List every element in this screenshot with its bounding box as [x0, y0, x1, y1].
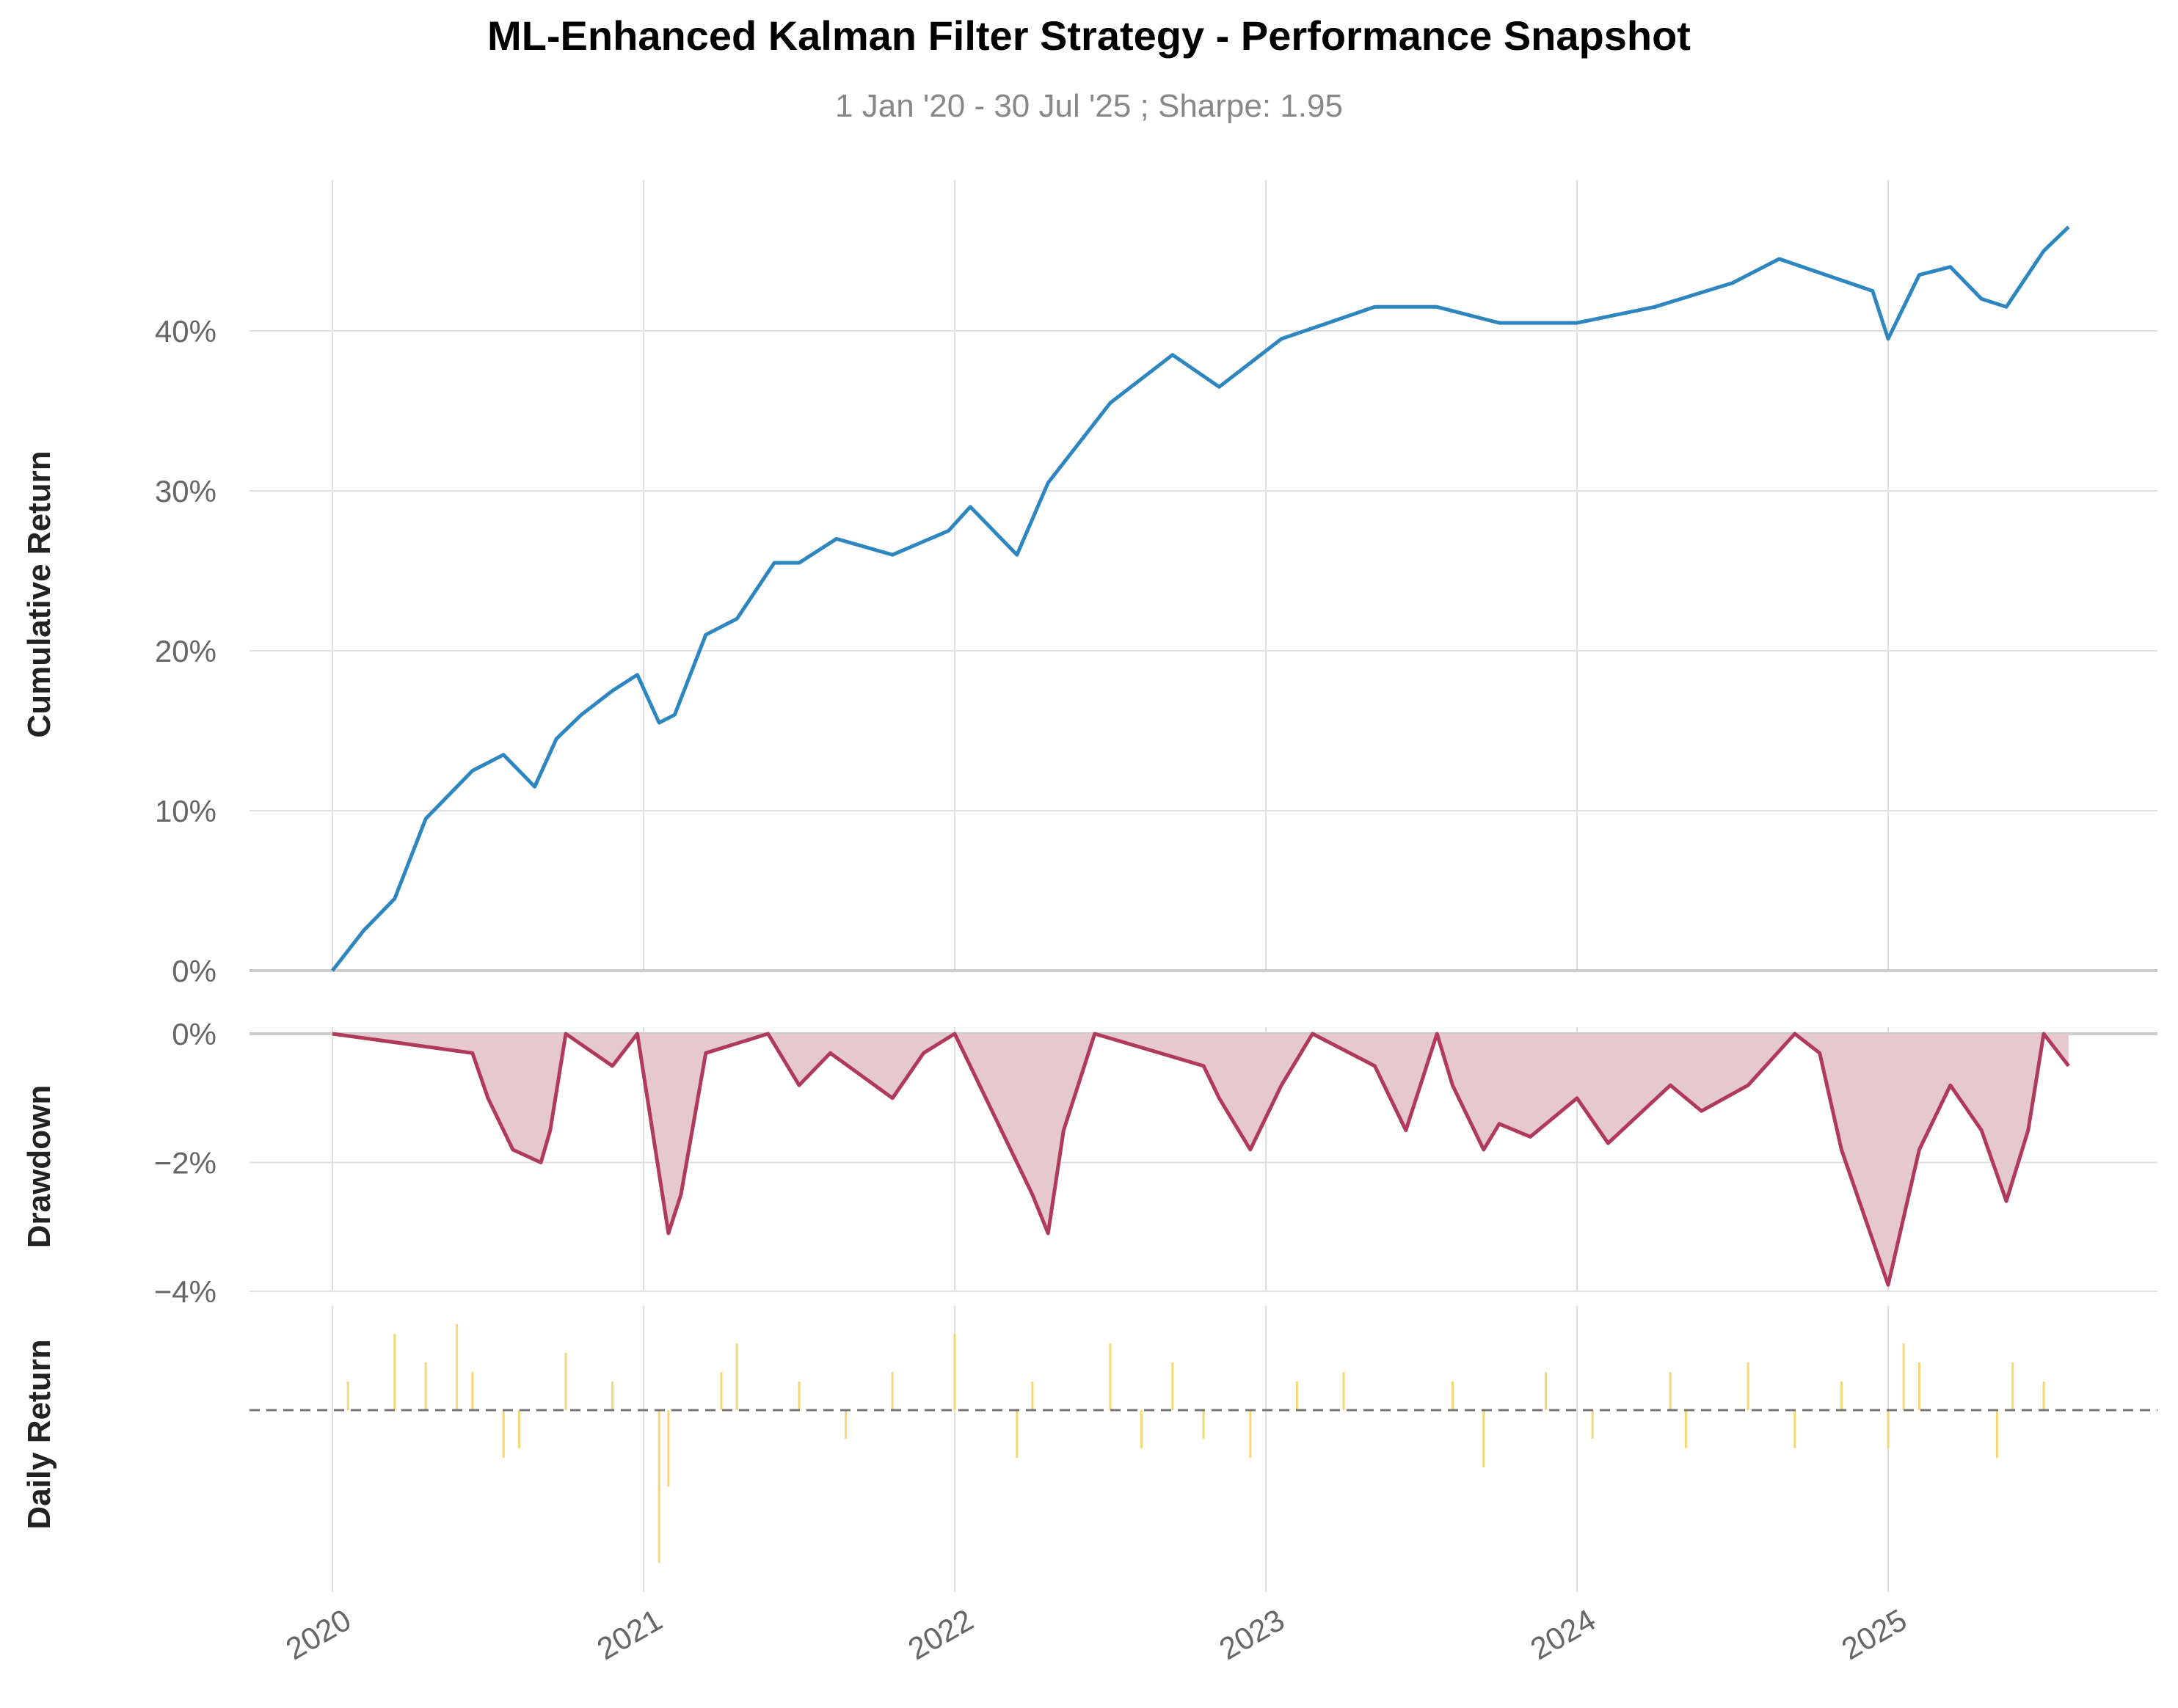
y-tick-label: 40%	[155, 314, 216, 348]
y-tick-label: 20%	[155, 634, 216, 668]
y-tick-label: −2%	[154, 1146, 216, 1180]
y-tick-label: −4%	[154, 1274, 216, 1309]
y-tick-label: 0%	[172, 954, 216, 988]
cumulative-return-line	[331, 225, 2070, 972]
y-tick-label: 10%	[155, 794, 216, 828]
drawdown-ylabel: Drawdown	[21, 1085, 57, 1248]
chart-subtitle: 1 Jan '20 - 30 Jul '25 ; Sharpe: 1.95	[835, 88, 1343, 124]
daily-ylabel: Daily Return	[21, 1339, 57, 1529]
x-tick-label: 2025	[1836, 1602, 1912, 1666]
y-tick-label: 30%	[155, 474, 216, 508]
x-tick-label: 2022	[903, 1602, 979, 1666]
drawdown-line	[332, 1032, 2070, 1287]
x-tick-label: 2024	[1525, 1602, 1601, 1666]
x-tick-label: 2023	[1214, 1602, 1290, 1666]
y-tick-label: 0%	[172, 1017, 216, 1051]
cumulative-ylabel: Cumulative Return	[21, 450, 57, 737]
chart-title: ML-Enhanced Kalman Filter Strategy - Per…	[487, 12, 1691, 59]
x-tick-label: 2021	[591, 1602, 668, 1666]
x-tick-label: 2020	[280, 1602, 357, 1666]
drawdown-area	[332, 1034, 2069, 1285]
